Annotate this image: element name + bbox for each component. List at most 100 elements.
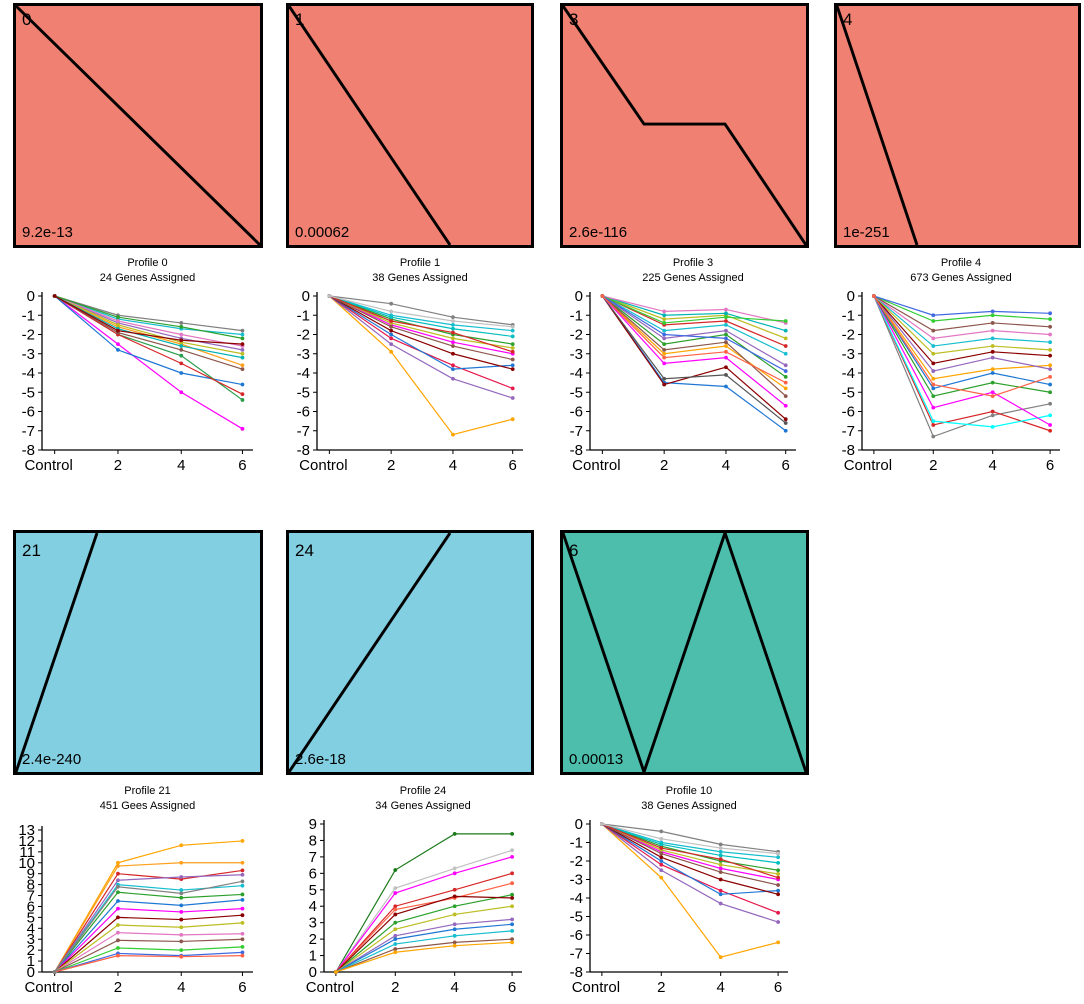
y-tick-label: -4 [570, 365, 583, 382]
data-point [510, 854, 514, 859]
data-point [451, 319, 455, 323]
data-point [116, 884, 120, 889]
series-line-g3 [54, 869, 243, 973]
data-point [931, 351, 936, 356]
series-line-g8 [602, 295, 786, 355]
series-line-g11 [602, 295, 786, 332]
data-point [452, 871, 457, 876]
series-line-g9 [329, 295, 513, 355]
series-line-g14 [602, 295, 786, 324]
data-point [510, 363, 515, 368]
model-profile-21: 21 2.4e-240 [13, 530, 263, 775]
data-point [452, 887, 457, 892]
data-point [718, 842, 723, 847]
x-tick-label: 2 [391, 979, 399, 996]
data-point [179, 939, 184, 944]
data-point [116, 899, 120, 903]
data-point [990, 367, 995, 372]
y-tick-label: -5 [570, 909, 583, 926]
x-tick-label: 4 [177, 979, 185, 996]
data-point [393, 950, 398, 955]
series-line-g4 [329, 295, 513, 370]
chart-subtitle: 38 Genes Assigned [641, 800, 736, 812]
series-line-g2 [335, 849, 513, 973]
data-point [724, 332, 728, 337]
data-point [116, 930, 120, 935]
data-point [662, 351, 667, 356]
data-point [776, 851, 780, 856]
data-point [393, 891, 398, 895]
profile-pvalue: 1e-251 [843, 224, 890, 241]
data-point [510, 324, 515, 329]
data-point [662, 336, 667, 341]
data-point [240, 931, 245, 936]
model-line [289, 6, 452, 245]
data-point [452, 922, 457, 927]
data-point [240, 860, 245, 865]
data-point [510, 896, 514, 900]
series-line-g5 [54, 295, 243, 370]
expression-chart-profile-0: Profile 0 24 Genes Assigned 0 -1 -2 -3 -4 -5 -6 -… [0, 252, 275, 480]
data-point [931, 434, 936, 439]
data-point [662, 313, 667, 318]
x-tick-label: 6 [1046, 457, 1054, 474]
expression-chart-profile-4: Profile 4 673 Genes Assigned 0 -1 -2 -3 -4 -5 -6… [820, 252, 1082, 480]
data-point [393, 868, 398, 872]
data-point [931, 376, 936, 381]
data-point [510, 831, 514, 836]
data-point [662, 342, 667, 347]
data-point [510, 937, 514, 942]
series-line-g8 [601, 823, 779, 858]
data-point [179, 891, 184, 896]
y-tick-label: -6 [570, 927, 583, 944]
x-tick-label: Control [24, 457, 72, 474]
data-point [783, 363, 788, 368]
model-line [837, 6, 919, 245]
data-point [724, 336, 728, 341]
series-line-g4 [873, 295, 1051, 426]
data-point [389, 309, 394, 314]
x-tick-label: 6 [508, 979, 516, 996]
expression-chart-profile-21: Profile 21 451 Gees Assigned 0 1 2 3 4 5 6 7 8 9 10 1… [0, 780, 275, 1002]
data-point [1048, 374, 1052, 379]
data-point [990, 390, 995, 395]
data-point [662, 355, 667, 360]
data-point [179, 895, 184, 900]
series-line-g11 [335, 930, 513, 973]
data-point [389, 336, 394, 341]
data-point [783, 421, 788, 425]
x-tick-label: Control [572, 457, 620, 474]
data-point [659, 842, 664, 847]
chart-subtitle: 34 Genes Assigned [375, 800, 470, 812]
x-tick-label: Control [844, 457, 892, 474]
data-point [452, 904, 457, 909]
data-point [179, 361, 184, 366]
data-point [116, 319, 120, 323]
x-tick-label: 2 [660, 457, 668, 474]
x-tick-label: 4 [989, 457, 997, 474]
data-point [931, 382, 936, 387]
data-point [510, 928, 514, 933]
y-tick-label: -7 [297, 423, 310, 440]
series-line-g7 [602, 295, 787, 366]
data-point [510, 940, 514, 945]
data-point [116, 348, 120, 352]
chart-svg: Profile 3 225 Genes Assigned 0 -1 -2 -3 -4 -5 -6… [570, 257, 796, 474]
data-point [240, 342, 245, 347]
data-point [776, 892, 780, 897]
data-point [990, 355, 995, 360]
data-point [240, 953, 245, 958]
data-point [510, 396, 515, 400]
data-point [931, 361, 936, 366]
chart-svg: Profile 4 673 Genes Assigned 0 -1 -2 -3 -4 -5 -6… [842, 257, 1060, 474]
series-line-g4 [601, 823, 779, 895]
y-tick-label: -7 [842, 423, 855, 440]
series-line-g1 [601, 823, 779, 958]
series-line-g6 [329, 295, 513, 326]
data-point [718, 888, 723, 893]
x-tick-label: 6 [238, 457, 246, 474]
data-point [510, 357, 515, 362]
y-tick-label: 9 [27, 866, 35, 883]
x-tick-label: Control [306, 979, 354, 996]
